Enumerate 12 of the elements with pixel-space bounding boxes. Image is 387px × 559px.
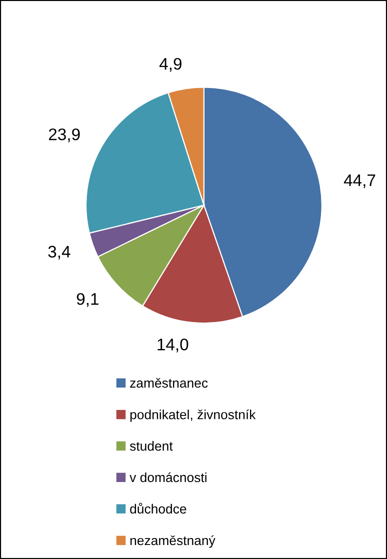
legend-label: zaměstnanec — [130, 378, 208, 388]
data-label: 4,9 — [159, 58, 182, 72]
data-label: 9,1 — [76, 293, 98, 307]
data-label: 23,9 — [48, 128, 80, 142]
legend-label: důchodce — [130, 502, 186, 514]
legend-label: student — [130, 441, 173, 451]
data-label: 3,4 — [48, 246, 70, 260]
legend-label: podnikatel, živnostník — [130, 409, 256, 422]
data-label: 44,7 — [344, 174, 376, 188]
legend-label: v domácnosti — [130, 472, 206, 482]
legend-label: nezaměstnaný — [130, 535, 216, 548]
data-label: 14,0 — [158, 338, 188, 352]
